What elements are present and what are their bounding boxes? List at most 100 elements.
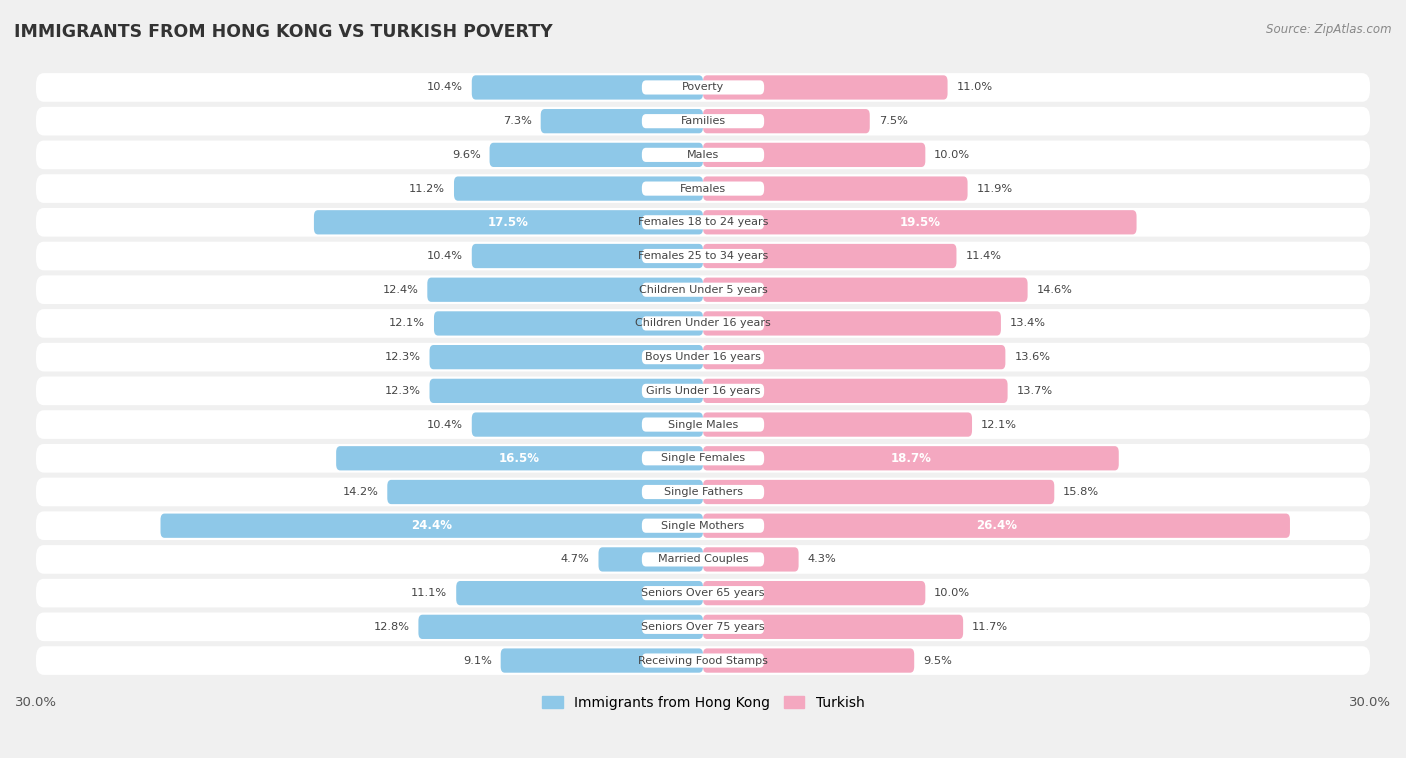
FancyBboxPatch shape xyxy=(37,309,1369,338)
FancyBboxPatch shape xyxy=(429,345,703,369)
Text: 13.4%: 13.4% xyxy=(1010,318,1046,328)
Text: 9.5%: 9.5% xyxy=(924,656,952,666)
FancyBboxPatch shape xyxy=(37,512,1369,540)
FancyBboxPatch shape xyxy=(703,581,925,606)
Text: 10.4%: 10.4% xyxy=(427,251,463,261)
FancyBboxPatch shape xyxy=(472,244,703,268)
FancyBboxPatch shape xyxy=(703,412,972,437)
Text: 13.7%: 13.7% xyxy=(1017,386,1053,396)
FancyBboxPatch shape xyxy=(37,208,1369,236)
FancyBboxPatch shape xyxy=(541,109,703,133)
FancyBboxPatch shape xyxy=(643,586,763,600)
FancyBboxPatch shape xyxy=(454,177,703,201)
FancyBboxPatch shape xyxy=(703,547,799,572)
FancyBboxPatch shape xyxy=(37,444,1369,472)
Text: Girls Under 16 years: Girls Under 16 years xyxy=(645,386,761,396)
FancyBboxPatch shape xyxy=(336,446,703,471)
Text: 16.5%: 16.5% xyxy=(499,452,540,465)
FancyBboxPatch shape xyxy=(37,242,1369,271)
FancyBboxPatch shape xyxy=(643,181,763,196)
Text: Families: Families xyxy=(681,116,725,126)
FancyBboxPatch shape xyxy=(643,653,763,668)
FancyBboxPatch shape xyxy=(434,312,703,336)
Text: Seniors Over 65 years: Seniors Over 65 years xyxy=(641,588,765,598)
FancyBboxPatch shape xyxy=(37,377,1369,406)
FancyBboxPatch shape xyxy=(643,350,763,365)
Text: 24.4%: 24.4% xyxy=(411,519,453,532)
FancyBboxPatch shape xyxy=(37,579,1369,607)
Text: 26.4%: 26.4% xyxy=(976,519,1017,532)
Text: Single Males: Single Males xyxy=(668,420,738,430)
Text: 15.8%: 15.8% xyxy=(1063,487,1099,497)
FancyBboxPatch shape xyxy=(703,379,1008,403)
FancyBboxPatch shape xyxy=(456,581,703,606)
FancyBboxPatch shape xyxy=(643,249,763,263)
FancyBboxPatch shape xyxy=(703,244,956,268)
FancyBboxPatch shape xyxy=(427,277,703,302)
Text: 14.2%: 14.2% xyxy=(343,487,378,497)
FancyBboxPatch shape xyxy=(643,283,763,297)
Text: 7.3%: 7.3% xyxy=(503,116,531,126)
Text: Children Under 16 years: Children Under 16 years xyxy=(636,318,770,328)
FancyBboxPatch shape xyxy=(501,648,703,672)
Text: 4.3%: 4.3% xyxy=(807,554,837,565)
Text: 12.1%: 12.1% xyxy=(389,318,425,328)
Text: Boys Under 16 years: Boys Under 16 years xyxy=(645,352,761,362)
FancyBboxPatch shape xyxy=(643,451,763,465)
Text: 17.5%: 17.5% xyxy=(488,216,529,229)
Text: 12.3%: 12.3% xyxy=(385,386,420,396)
FancyBboxPatch shape xyxy=(643,114,763,128)
FancyBboxPatch shape xyxy=(37,410,1369,439)
Text: Females 25 to 34 years: Females 25 to 34 years xyxy=(638,251,768,261)
Text: 12.3%: 12.3% xyxy=(385,352,420,362)
Text: 11.0%: 11.0% xyxy=(956,83,993,92)
Text: 12.4%: 12.4% xyxy=(382,285,419,295)
Text: Females: Females xyxy=(681,183,725,193)
FancyBboxPatch shape xyxy=(37,107,1369,136)
Text: 4.7%: 4.7% xyxy=(561,554,589,565)
FancyBboxPatch shape xyxy=(703,446,1119,471)
FancyBboxPatch shape xyxy=(643,148,763,162)
Text: 12.8%: 12.8% xyxy=(374,622,409,632)
FancyBboxPatch shape xyxy=(37,174,1369,203)
Text: Receiving Food Stamps: Receiving Food Stamps xyxy=(638,656,768,666)
Text: 10.0%: 10.0% xyxy=(934,150,970,160)
FancyBboxPatch shape xyxy=(37,343,1369,371)
FancyBboxPatch shape xyxy=(37,275,1369,304)
Text: Single Mothers: Single Mothers xyxy=(661,521,745,531)
Text: 10.4%: 10.4% xyxy=(427,83,463,92)
FancyBboxPatch shape xyxy=(703,210,1136,234)
FancyBboxPatch shape xyxy=(643,418,763,431)
Text: Males: Males xyxy=(688,150,718,160)
FancyBboxPatch shape xyxy=(419,615,703,639)
FancyBboxPatch shape xyxy=(643,80,763,95)
FancyBboxPatch shape xyxy=(160,514,703,538)
FancyBboxPatch shape xyxy=(472,412,703,437)
Text: 11.7%: 11.7% xyxy=(972,622,1008,632)
Text: Single Fathers: Single Fathers xyxy=(664,487,742,497)
FancyBboxPatch shape xyxy=(703,312,1001,336)
FancyBboxPatch shape xyxy=(37,612,1369,641)
Text: Single Females: Single Females xyxy=(661,453,745,463)
Text: 7.5%: 7.5% xyxy=(879,116,907,126)
FancyBboxPatch shape xyxy=(703,277,1028,302)
FancyBboxPatch shape xyxy=(643,316,763,330)
Text: 11.4%: 11.4% xyxy=(966,251,1001,261)
FancyBboxPatch shape xyxy=(703,143,925,167)
FancyBboxPatch shape xyxy=(472,75,703,99)
FancyBboxPatch shape xyxy=(703,615,963,639)
FancyBboxPatch shape xyxy=(643,553,763,566)
Text: 11.2%: 11.2% xyxy=(409,183,446,193)
Text: 12.1%: 12.1% xyxy=(981,420,1017,430)
FancyBboxPatch shape xyxy=(643,518,763,533)
FancyBboxPatch shape xyxy=(37,478,1369,506)
FancyBboxPatch shape xyxy=(599,547,703,572)
Text: 10.0%: 10.0% xyxy=(934,588,970,598)
Text: 9.1%: 9.1% xyxy=(463,656,492,666)
FancyBboxPatch shape xyxy=(37,545,1369,574)
Text: 11.1%: 11.1% xyxy=(411,588,447,598)
Text: 10.4%: 10.4% xyxy=(427,420,463,430)
FancyBboxPatch shape xyxy=(429,379,703,403)
FancyBboxPatch shape xyxy=(387,480,703,504)
Text: Poverty: Poverty xyxy=(682,83,724,92)
